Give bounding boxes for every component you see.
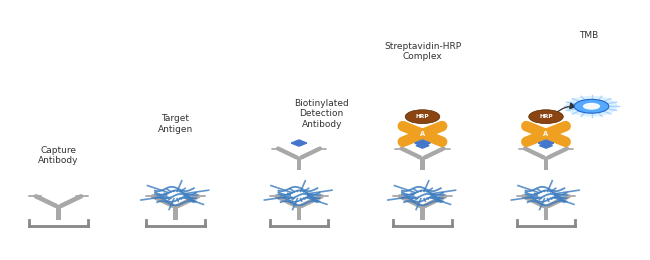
FancyBboxPatch shape xyxy=(543,206,549,220)
Polygon shape xyxy=(415,140,430,146)
Polygon shape xyxy=(540,143,552,148)
Circle shape xyxy=(528,110,564,124)
Circle shape xyxy=(583,103,600,110)
FancyBboxPatch shape xyxy=(544,158,548,170)
Text: TMB: TMB xyxy=(578,31,598,40)
Text: Biotinylated
Detection
Antibody: Biotinylated Detection Antibody xyxy=(294,99,349,129)
Polygon shape xyxy=(538,140,554,146)
Text: Target
Antigen: Target Antigen xyxy=(158,114,193,134)
FancyBboxPatch shape xyxy=(297,158,301,170)
FancyBboxPatch shape xyxy=(296,206,302,220)
FancyBboxPatch shape xyxy=(173,206,178,220)
Circle shape xyxy=(405,110,440,124)
FancyBboxPatch shape xyxy=(420,206,425,220)
Text: HRP: HRP xyxy=(540,114,552,119)
Polygon shape xyxy=(291,140,307,146)
FancyBboxPatch shape xyxy=(56,206,61,220)
Circle shape xyxy=(574,99,609,113)
Text: A: A xyxy=(543,131,549,137)
Text: Streptavidin-HRP
Complex: Streptavidin-HRP Complex xyxy=(384,42,461,61)
Text: HRP: HRP xyxy=(416,114,429,119)
Text: A: A xyxy=(420,131,425,137)
Circle shape xyxy=(566,96,618,117)
Polygon shape xyxy=(416,143,429,148)
Text: Capture
Antibody: Capture Antibody xyxy=(38,146,79,165)
FancyBboxPatch shape xyxy=(421,158,424,170)
